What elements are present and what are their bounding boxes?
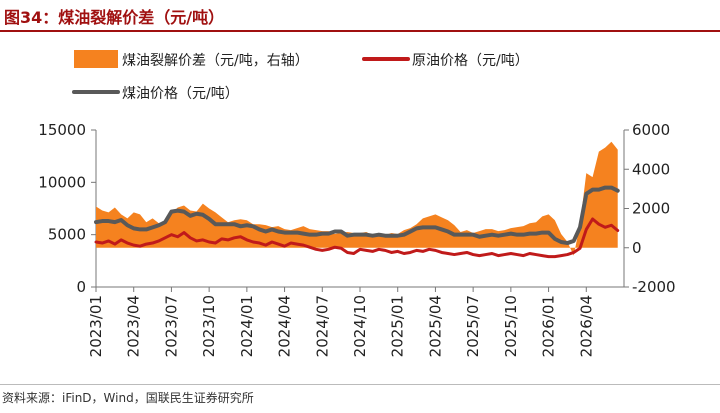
left-tick-label: 0 xyxy=(76,278,86,296)
x-tick-label: 2026/01 xyxy=(540,295,558,357)
legend-swatch-spread xyxy=(74,50,118,68)
right-tick-label: 6000 xyxy=(632,121,670,139)
x-tick-label: 2023/07 xyxy=(162,295,180,357)
right-tick-label: 0 xyxy=(632,239,642,257)
x-tick-label: 2025/04 xyxy=(426,295,444,357)
x-tick-label: 2024/04 xyxy=(276,295,294,357)
left-tick-label: 5000 xyxy=(48,226,86,244)
x-tick-label: 2023/04 xyxy=(125,295,143,357)
series-line-crude xyxy=(94,217,620,259)
x-tick-label: 2023/10 xyxy=(200,295,218,357)
axes: 15000 10000 5000 0 6000 4000 2000 0 -2000 2023/01… xyxy=(38,121,675,357)
x-tick-label: 2025/10 xyxy=(502,295,520,357)
legend-label-spread: 煤油裂解价差（元/吨，右轴） xyxy=(122,53,309,69)
right-tick-label: -2000 xyxy=(632,278,676,296)
left-tick-label: 15000 xyxy=(38,121,86,139)
right-tick-label: 2000 xyxy=(632,200,670,218)
x-tick-label: 2024/10 xyxy=(351,295,369,357)
x-tick-label: 2023/01 xyxy=(87,295,105,357)
x-tick-label: 2026/04 xyxy=(577,295,595,357)
figure-title: 图34：煤油裂解价差（元/吨） xyxy=(4,8,225,27)
legend: 煤油裂解价差（元/吨，右轴） 原油价格（元/吨） 煤油价格（元/吨） xyxy=(72,50,529,102)
legend-label-kerosene: 煤油价格（元/吨） xyxy=(122,86,239,102)
x-tick-label: 2024/07 xyxy=(313,295,331,357)
footer-divider xyxy=(0,384,720,385)
x-tick-label: 2024/01 xyxy=(238,295,256,357)
left-tick-label: 10000 xyxy=(38,173,86,191)
title-bar: 图34：煤油裂解价差（元/吨） xyxy=(0,0,720,32)
right-tick-label: 4000 xyxy=(632,160,670,178)
series-area-spread xyxy=(96,141,618,256)
plot-area xyxy=(94,141,620,259)
legend-label-crude: 原油价格（元/吨） xyxy=(412,53,529,69)
series-line-kerosene xyxy=(94,185,620,246)
source-note: 资料来源：iFinD，Wind，国联民生证券研究所 xyxy=(2,391,254,405)
x-tick-label: 2025/01 xyxy=(389,295,407,357)
x-tick-label: 2025/07 xyxy=(464,295,482,357)
